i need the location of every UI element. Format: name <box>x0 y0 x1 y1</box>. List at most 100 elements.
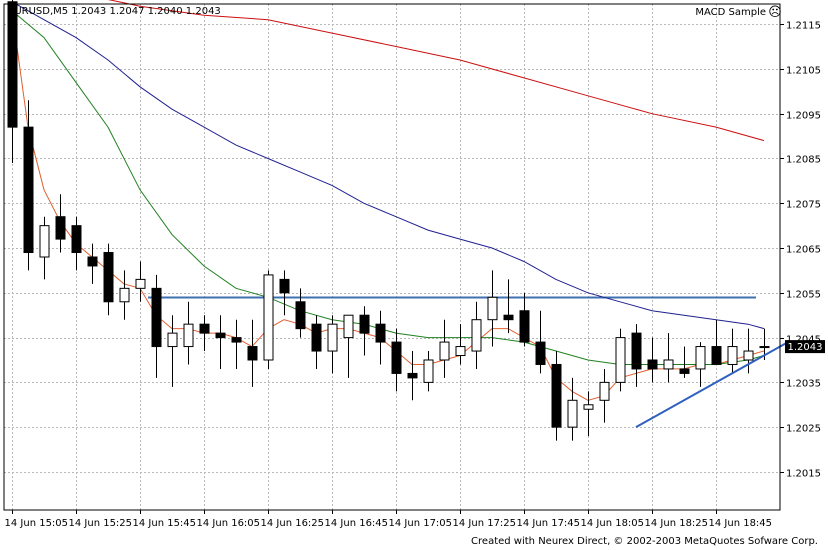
symbol-info: EURUSD,M5 1.2043 1.2047 1.2040 1.2043 <box>8 6 221 17</box>
candle-body-bear <box>295 301 306 330</box>
candle-body-bear <box>55 216 66 240</box>
time-tick-label: 14 Jun 15:45 <box>133 518 197 529</box>
current-price-bg <box>785 340 825 354</box>
time-tick-label: 14 Jun 16:05 <box>197 518 261 529</box>
footer-credit: Created with Neurex Direct, © 2002-2003 … <box>471 536 818 547</box>
candle <box>615 328 626 392</box>
candle-body-bear <box>311 323 322 352</box>
candle-body-bear <box>711 346 722 365</box>
candle <box>119 270 130 320</box>
candle <box>455 324 466 365</box>
price-tick-label: 1.2035 <box>786 379 821 390</box>
grid <box>4 4 780 510</box>
candle <box>679 346 690 378</box>
time-tick-label: 14 Jun 16:25 <box>261 518 325 529</box>
candle <box>391 328 402 392</box>
candle-body-bear <box>391 341 402 374</box>
candle <box>327 315 338 374</box>
candle <box>647 337 658 383</box>
candle-body-bull <box>759 346 770 349</box>
candle <box>631 324 642 387</box>
candle-body-bear <box>103 252 114 303</box>
candle-body-bull <box>39 225 50 258</box>
candle <box>215 315 226 369</box>
candle-body-bull <box>727 346 738 365</box>
candle <box>135 261 146 302</box>
candle-body-bull <box>455 346 466 357</box>
candle-body-bull <box>567 399 578 428</box>
candle <box>103 243 114 316</box>
candle-body-bull <box>583 404 594 410</box>
candle-body-bull <box>439 341 450 361</box>
candle-body-bear <box>199 323 210 334</box>
candle <box>295 288 306 338</box>
candle-body-bear <box>23 126 34 254</box>
candle-body-bear <box>231 337 242 343</box>
candles-layer <box>7 0 770 441</box>
candle-body-bull <box>423 359 434 383</box>
candle-body-bear <box>151 287 162 348</box>
candle-body-bull <box>343 314 354 339</box>
candle <box>359 306 370 356</box>
candle-body-bull <box>663 359 674 370</box>
candle-body-bear <box>631 332 642 370</box>
candle-body-bull <box>471 319 482 352</box>
candle-body-bull <box>695 346 706 370</box>
candle <box>727 328 738 374</box>
candle <box>39 216 50 280</box>
candle-body-bull <box>487 296 498 321</box>
time-tick-label: 14 Jun 15:05 <box>5 518 69 529</box>
candle-body-bull <box>599 381 610 401</box>
candle <box>695 342 706 387</box>
candle-body-bull <box>119 287 130 303</box>
price-tick-label: 1.2045 <box>786 335 821 346</box>
candle-body-bull <box>327 323 338 352</box>
candle <box>311 315 322 369</box>
candle-body-bull <box>615 337 626 383</box>
plot-frame <box>3 3 781 511</box>
candle <box>199 315 210 352</box>
candle-body-bull <box>743 350 754 361</box>
candle <box>183 301 194 365</box>
price-axis: 1.2115 1.2105 1.2095 1.2085 1.2075 1.2065 1.20… <box>780 21 821 480</box>
candle <box>23 100 34 271</box>
candle <box>551 351 562 441</box>
trend-line-layer[interactable] <box>635 341 789 429</box>
time-tick-label: 14 Jun 18:25 <box>645 518 709 529</box>
candle <box>519 292 530 347</box>
price-tick-label: 1.2075 <box>786 200 821 211</box>
price-tick-label: 1.2055 <box>786 290 821 301</box>
candle <box>471 301 482 369</box>
candle <box>87 243 98 284</box>
time-tick-label: 14 Jun 18:45 <box>709 518 773 529</box>
time-axis: 14 Jun 15:05 14 Jun 15:25 14 Jun 15:45 14 J… <box>5 510 773 529</box>
candle <box>567 377 578 441</box>
candle <box>743 328 754 374</box>
candle <box>663 333 674 383</box>
price-tick-label: 1.2025 <box>786 424 821 435</box>
trend-line[interactable] <box>635 341 789 429</box>
candle-body-bear <box>279 278 290 294</box>
candle <box>599 368 610 423</box>
time-tick-label: 14 Jun 17:05 <box>389 518 453 529</box>
candle-body-bear <box>503 314 514 321</box>
current-price-label: 1.2043 <box>785 340 825 354</box>
candle <box>7 0 18 163</box>
candle-body-bull <box>135 278 146 289</box>
candle <box>167 315 178 387</box>
time-tick-label: 14 Jun 17:45 <box>517 518 581 529</box>
candle <box>711 319 722 365</box>
time-tick-label: 14 Jun 15:25 <box>69 518 133 529</box>
candle <box>375 310 386 365</box>
candle-body-bear <box>535 341 546 365</box>
candle <box>263 270 274 369</box>
candle-body-bear <box>7 1 18 128</box>
candle-body-bear <box>359 314 370 334</box>
expert-smiley-icon: ☹ <box>768 5 782 20</box>
price-tick-label: 1.2065 <box>786 245 821 256</box>
candle <box>423 351 434 392</box>
candle-body-bear <box>647 359 658 370</box>
price-tick-label: 1.2115 <box>786 21 821 32</box>
